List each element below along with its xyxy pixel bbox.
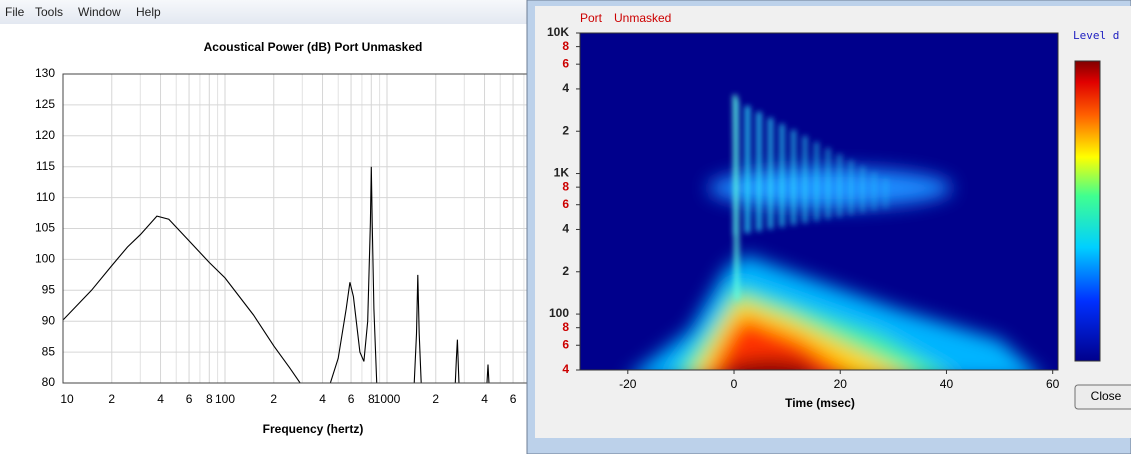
- colorbar: [1074, 60, 1101, 362]
- y-tick-label: 8: [562, 179, 569, 193]
- y-tick-label: 2: [562, 123, 569, 137]
- y-tick-label: 100: [35, 252, 55, 266]
- y-tick-label: 6: [562, 337, 569, 351]
- x-tick-label: 8: [368, 392, 375, 406]
- x-tick-label: 2: [270, 392, 277, 406]
- chart-label: Port: [580, 11, 603, 25]
- x-tick-label: 0: [731, 377, 738, 391]
- chart-label: Unmasked: [614, 11, 671, 25]
- y-tick-label: 105: [35, 221, 55, 235]
- x-tick-label: 4: [319, 392, 326, 406]
- spectrogram: [638, 94, 1034, 370]
- y-tick-label: 95: [42, 282, 56, 296]
- x-tick-label: 40: [940, 377, 954, 391]
- y-tick-label: 4: [562, 362, 569, 376]
- menu-item[interactable]: Tools: [35, 5, 63, 19]
- y-tick-label: 125: [35, 97, 55, 111]
- y-tick-label: 4: [562, 222, 569, 236]
- streak: [837, 154, 842, 217]
- menu-item[interactable]: File: [5, 5, 25, 19]
- x-tick-label: 1000: [374, 392, 401, 406]
- y-tick-label: 115: [36, 159, 55, 173]
- x-tick-label: 100: [215, 392, 235, 406]
- x-tick-label: 4: [481, 392, 488, 406]
- y-tick-label: 80: [42, 375, 56, 389]
- x-tick-label: 6: [348, 392, 355, 406]
- streak: [802, 136, 808, 223]
- plot-border: [579, 32, 1059, 371]
- y-tick-label: 10K: [547, 25, 569, 39]
- x-tick-label: 2: [432, 392, 439, 406]
- energy-peak: [710, 318, 845, 370]
- streak: [860, 166, 865, 213]
- menu-bar: [0, 0, 540, 24]
- energy-core: [725, 358, 815, 370]
- y-tick-label: 110: [36, 190, 55, 204]
- x-tick-label: 6: [510, 392, 517, 406]
- y-tick-label: 1K: [554, 166, 570, 180]
- y-tick-label: 6: [562, 197, 569, 211]
- colorbar-label: Level d: [1073, 29, 1119, 42]
- x-tick-label: 8: [206, 392, 213, 406]
- y-tick-label: 4: [562, 81, 569, 95]
- streak: [745, 106, 750, 233]
- plot-area: [63, 74, 549, 383]
- x-tick-label: 60: [1046, 377, 1060, 391]
- x-tick-label: 6: [186, 392, 193, 406]
- x-axis-label: Frequency (hertz): [263, 422, 364, 436]
- data-line: [63, 166, 490, 383]
- x-tick-label: -20: [619, 377, 637, 391]
- x-tick-label: 2: [108, 392, 115, 406]
- y-tick-label: 90: [42, 313, 56, 327]
- streak: [825, 148, 831, 219]
- x-tick-label: 20: [834, 377, 848, 391]
- streak: [848, 160, 854, 215]
- y-tick-label: 8: [562, 39, 569, 53]
- y-tick-label: 85: [42, 344, 56, 358]
- streak: [814, 142, 819, 221]
- chart-title: Acoustical Power (dB) Port Unmasked: [204, 40, 423, 54]
- y-tick-label: 130: [35, 66, 55, 80]
- y-tick-label: 8: [562, 320, 569, 334]
- streak: [883, 178, 888, 209]
- onset: [733, 94, 739, 301]
- streaks: [733, 94, 888, 301]
- x-tick-label: 4: [157, 392, 164, 406]
- streak: [779, 124, 785, 227]
- streak: [756, 112, 762, 231]
- streak: [791, 130, 796, 225]
- streak: [768, 118, 773, 229]
- menu-item[interactable]: Help: [136, 5, 161, 19]
- y-tick-label: 6: [562, 56, 569, 70]
- y-tick-label: 100: [549, 306, 569, 320]
- close-button-label[interactable]: Close: [1091, 389, 1122, 403]
- menu-item[interactable]: Window: [78, 5, 121, 19]
- x-tick-label: 10: [60, 392, 74, 406]
- x-axis-label: Time (msec): [785, 396, 855, 410]
- close-button[interactable]: [1074, 384, 1131, 410]
- y-tick-label: 2: [562, 264, 569, 278]
- streak: [871, 172, 877, 211]
- y-tick-label: 120: [35, 128, 55, 142]
